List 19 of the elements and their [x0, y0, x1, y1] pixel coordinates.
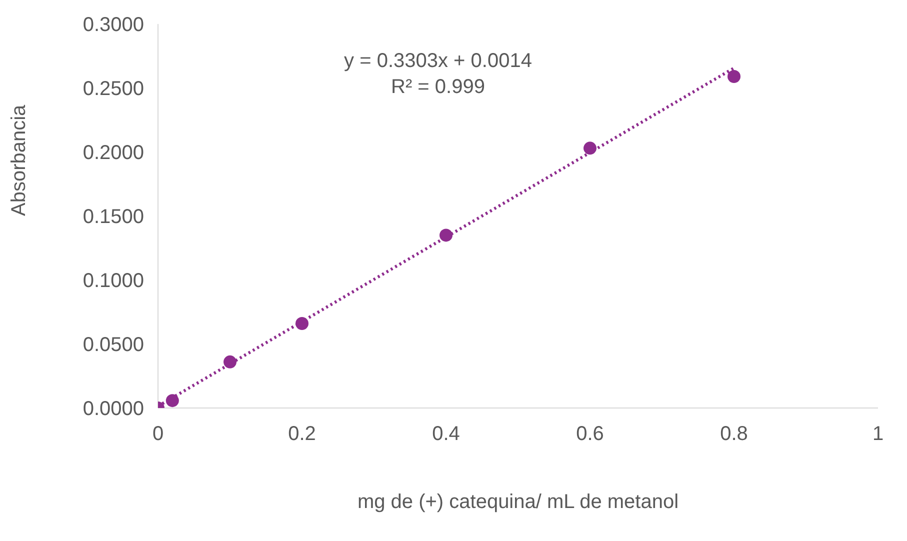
- x-tick-label: 0.4: [432, 423, 460, 446]
- x-tick-label: 0: [152, 423, 164, 446]
- equation-text: y = 0.3303x + 0.0014 R² = 0.999: [343, 49, 533, 100]
- point: [224, 355, 236, 368]
- y-tick-label: 0.0000: [82, 398, 144, 420]
- y-tick-label: 0.2500: [82, 78, 144, 100]
- y-tick-label: 0.2000: [82, 142, 144, 164]
- y-tick-label: 0.0500: [82, 334, 144, 356]
- point: [584, 142, 596, 155]
- y-tick-label: 0.1500: [82, 206, 144, 228]
- x-tick-label: 0.6: [576, 423, 604, 446]
- x-tick-label: 0.8: [720, 423, 748, 446]
- y-tick-label: 0.3000: [82, 14, 144, 36]
- y-tick-label: 0.1000: [82, 270, 144, 292]
- x-axis-title: mg de (+) catequina/ mL de metanol: [357, 491, 679, 513]
- x-tick-label: 0.2: [288, 423, 316, 446]
- point: [728, 70, 740, 83]
- x-tick-label: 1: [872, 423, 884, 446]
- y-axis-title: Absorbancia: [8, 104, 30, 216]
